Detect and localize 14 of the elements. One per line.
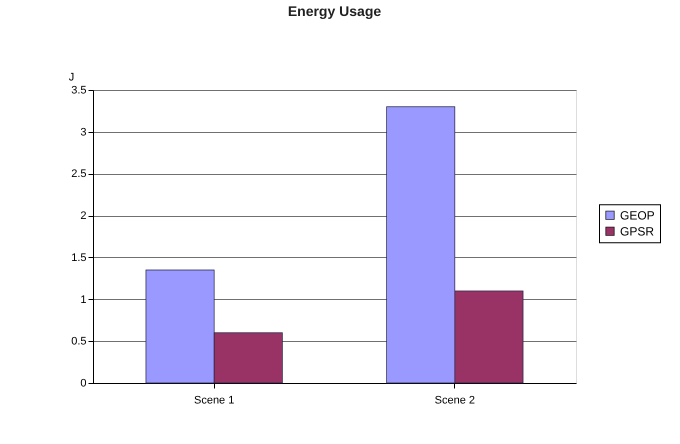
y-tick-label: 3.5 (71, 84, 86, 96)
y-tick-label: 0.5 (71, 336, 86, 348)
y-tick-label: 2.5 (71, 168, 86, 180)
y-tick-label: 2 (80, 210, 86, 222)
y-axis-title: J (68, 72, 74, 84)
chart-title: Energy Usage (288, 3, 382, 19)
y-tick-label: 0 (80, 378, 86, 390)
y-tick-label: 1 (80, 294, 86, 306)
y-tick-label: 3 (80, 126, 86, 138)
x-tick-label: Scene 2 (434, 394, 476, 406)
x-tick-label: Scene 1 (194, 394, 234, 406)
legend-label: GPSR (620, 224, 654, 238)
y-tick-label: 1.5 (71, 252, 86, 264)
legend-label: GEOP (620, 208, 655, 222)
